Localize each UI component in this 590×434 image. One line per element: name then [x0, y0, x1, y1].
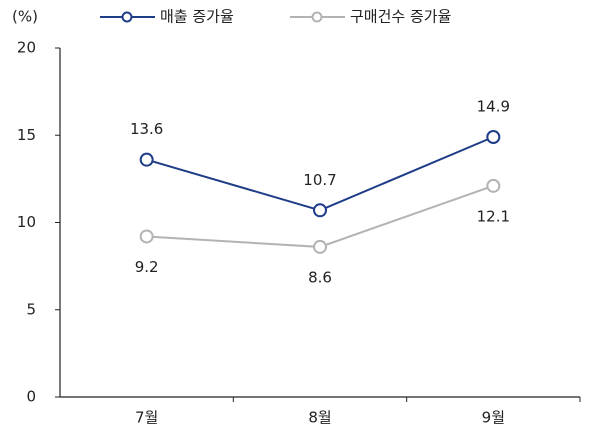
data-label: 9.2: [135, 258, 159, 276]
legend-label: 구매건수 증가율: [350, 8, 451, 26]
point: [486, 129, 501, 144]
y-axis-label: (%): [12, 8, 38, 26]
x-tick-label: 7월: [135, 409, 158, 427]
data-label: 8.6: [308, 268, 332, 286]
data-label: 10.7: [303, 171, 336, 189]
y-tick-label: 20: [17, 39, 36, 57]
legend-label: 매출 증가율: [160, 8, 234, 26]
y-tick-label: 5: [26, 300, 36, 318]
data-label: 14.9: [477, 97, 510, 115]
data-label: 13.6: [130, 120, 163, 138]
point: [313, 239, 327, 254]
y-tick-label: 0: [26, 388, 36, 406]
y-tick-label: 10: [17, 213, 36, 231]
data-label: 12.1: [477, 207, 510, 225]
x-tick-label: 8월: [308, 409, 331, 427]
point: [313, 203, 327, 218]
legend-marker: [311, 11, 323, 23]
y-tick-label: 15: [17, 126, 36, 144]
x-tick-label: 9월: [482, 409, 505, 427]
point: [486, 178, 501, 193]
legend-marker: [121, 11, 133, 23]
point: [139, 152, 154, 167]
point: [139, 229, 154, 244]
